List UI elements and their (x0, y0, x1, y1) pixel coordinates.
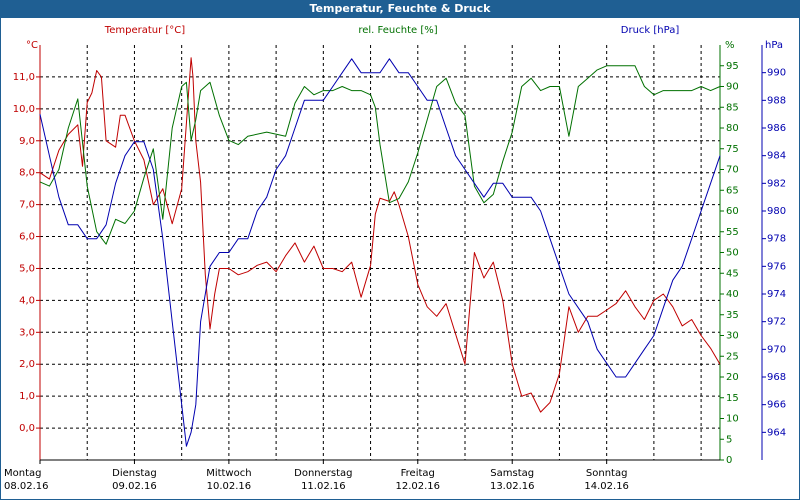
legend-pressure: Druck [hPa] (621, 25, 680, 36)
pressure-axis-tick-label: 964 (767, 427, 786, 438)
grid (40, 45, 720, 460)
left-axis-tick-label: 10,0 (13, 104, 35, 115)
humidity-line (39, 65, 721, 245)
x-axis-date-label: 11.02.16 (301, 481, 346, 492)
humidity-axis-tick-label: 0 (726, 455, 732, 466)
humidity-axis-tick-label: 20 (726, 372, 739, 383)
x-axis-day-label: Montag (4, 468, 41, 479)
x-axis-day-label: Samstag (490, 468, 534, 479)
pressure-axis-tick-label: 986 (767, 123, 786, 134)
series-lines (39, 57, 721, 447)
humidity-axis-tick-label: 5 (726, 434, 732, 445)
pressure-axis-tick-label: 974 (767, 289, 786, 300)
pressure-axis-tick-label: 976 (767, 261, 786, 272)
x-axis-date-label: 12.02.16 (396, 481, 441, 492)
humidity-axis-tick-label: 65 (726, 185, 739, 196)
x-axis-date-label: 10.02.16 (207, 481, 252, 492)
x-axis-day-label: Sonntag (586, 468, 628, 479)
humidity-axis-tick-label: 25 (726, 351, 739, 362)
left-axis-unit: °C (26, 40, 38, 51)
x-axis-ticks: Montag 08.02.16 Dienstag 09.02.16 Mittwoch 10… (4, 460, 629, 492)
pressure-axis-tick-label: 984 (767, 151, 786, 162)
pressure-axis-tick-label: 968 (767, 372, 786, 383)
x-axis-date-label: 13.02.16 (490, 481, 535, 492)
legend-temperature: Temperatur [°C] (104, 25, 185, 36)
pressure-axis-tick-label: 990 (767, 68, 786, 79)
humidity-axis-tick-label: 55 (726, 227, 739, 238)
humidity-axis-tick-label: 80 (726, 123, 739, 134)
pressure-axis-ticks: 964 966 968 970 972 974 976 978 980 982 984 986 988 9… (762, 68, 786, 438)
humidity-axis-tick-label: 60 (726, 206, 739, 217)
left-axis-tick-label: 6,0 (19, 232, 35, 243)
humidity-axis-tick-label: 75 (726, 144, 739, 155)
left-axis-tick-label: 5,0 (19, 263, 35, 274)
chart-title: Temperatur, Feuchte & Druck (0, 0, 800, 18)
humidity-axis-ticks: 0 5 10 15 20 25 30 35 40 45 50 55 60 65 70 75 80 85 90 95 (720, 61, 739, 466)
pressure-line (39, 58, 721, 447)
legend-humidity: rel. Feuchte [%] (358, 25, 437, 36)
pressure-axis-tick-label: 982 (767, 178, 786, 189)
humidity-axis-tick-label: 40 (726, 289, 739, 300)
left-axis-tick-label: 8,0 (19, 168, 35, 179)
x-axis-date-label: 14.02.16 (584, 481, 629, 492)
left-axis-tick-label: 7,0 (19, 200, 35, 211)
humidity-axis-tick-label: 90 (726, 82, 739, 93)
humidity-axis-tick-label: 10 (726, 414, 739, 425)
humidity-axis-unit: % (725, 40, 735, 51)
pressure-axis-tick-label: 980 (767, 206, 786, 217)
left-axis-tick-label: 9,0 (19, 136, 35, 147)
pressure-axis-tick-label: 970 (767, 344, 786, 355)
x-axis-day-label: Freitag (401, 468, 435, 479)
left-axis-ticks: 0,0 1,0 2,0 3,0 4,0 5,0 6,0 7,0 8,0 9,0 10,0 11,0 (13, 72, 40, 434)
x-axis-date-label: 09.02.16 (112, 481, 157, 492)
left-axis-tick-label: 2,0 (19, 359, 35, 370)
left-axis-tick-label: 3,0 (19, 327, 35, 338)
humidity-axis-tick-label: 45 (726, 268, 739, 279)
pressure-axis-tick-label: 972 (767, 317, 786, 328)
x-axis-date-label: 08.02.16 (4, 481, 49, 492)
humidity-axis-tick-label: 35 (726, 310, 739, 321)
x-axis-day-label: Donnerstag (294, 468, 352, 479)
humidity-axis-tick-label: 30 (726, 331, 739, 342)
left-axis-tick-label: 1,0 (19, 391, 35, 402)
humidity-axis-tick-label: 15 (726, 393, 739, 404)
left-axis-tick-label: 4,0 (19, 295, 35, 306)
temperature-line (39, 57, 721, 413)
pressure-axis-tick-label: 966 (767, 400, 786, 411)
left-axis-tick-label: 0,0 (19, 423, 35, 434)
x-axis-day-label: Dienstag (112, 468, 157, 479)
humidity-axis-tick-label: 95 (726, 61, 739, 72)
x-axis-day-label: Mittwoch (206, 468, 251, 479)
humidity-axis-tick-label: 50 (726, 248, 739, 259)
pressure-axis-unit: hPa (765, 40, 783, 51)
left-axis-tick-label: 11,0 (13, 72, 35, 83)
pressure-axis-tick-label: 988 (767, 95, 786, 106)
humidity-axis-tick-label: 70 (726, 165, 739, 176)
pressure-axis-tick-label: 978 (767, 234, 786, 245)
humidity-axis-tick-label: 85 (726, 102, 739, 113)
